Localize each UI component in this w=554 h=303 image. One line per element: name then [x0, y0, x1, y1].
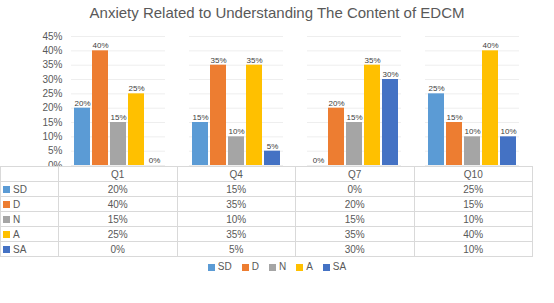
html-text:Anxiety Related to Understandi: Anxiety Related to Understanding The Con…	[89, 4, 465, 21]
html-text:15%: 15%	[107, 213, 128, 225]
html-text:Q10: Q10	[463, 168, 483, 180]
html-text:35%: 35%	[226, 228, 247, 240]
svg-text:45%: 45%	[42, 31, 62, 42]
html-text:35%: 35%	[226, 198, 247, 210]
svg-text:20%: 20%	[328, 99, 344, 108]
svg-text:15%: 15%	[446, 113, 462, 122]
html-text:10%: 10%	[226, 213, 247, 225]
html-text:25%: 25%	[463, 183, 484, 195]
html-text:40%: 40%	[107, 198, 128, 210]
html-text:Q4: Q4	[229, 168, 243, 180]
svg-text:5%: 5%	[48, 145, 63, 156]
html-text:D: D	[251, 261, 259, 272]
html-text:15%: 15%	[344, 213, 365, 225]
html-text:15%: 15%	[226, 183, 247, 195]
html-text:SD: SD	[217, 261, 232, 272]
svg-text:10%: 10%	[42, 131, 62, 142]
svg-text:35%: 35%	[42, 59, 62, 70]
html-text:0%: 0%	[347, 183, 362, 195]
svg-text:30%: 30%	[382, 70, 398, 79]
html-text:15%: 15%	[463, 198, 484, 210]
svg-text:35%: 35%	[210, 56, 226, 65]
svg-text:10%: 10%	[464, 127, 480, 136]
svg-text:0%: 0%	[313, 156, 325, 165]
html-text:20%: 20%	[344, 198, 365, 210]
html-text:35%: 35%	[344, 228, 365, 240]
svg-text:0%: 0%	[48, 160, 63, 166]
svg-text:35%: 35%	[364, 56, 380, 65]
svg-text:10%: 10%	[500, 127, 516, 136]
svg-text:15%: 15%	[110, 113, 126, 122]
html-text:5%: 5%	[229, 243, 244, 255]
html-text:N: N	[13, 213, 21, 225]
html-text:30%: 30%	[344, 243, 365, 255]
html-text:10%: 10%	[463, 243, 484, 255]
svg-text:25%: 25%	[428, 84, 444, 93]
svg-text:30%: 30%	[42, 74, 62, 85]
html-text:20%: 20%	[107, 183, 128, 195]
html-text:Q1: Q1	[111, 168, 125, 180]
svg-text:15%: 15%	[346, 113, 362, 122]
html-text:10%: 10%	[463, 213, 484, 225]
html-text:SD: SD	[13, 183, 27, 195]
svg-text:20%: 20%	[42, 102, 62, 113]
svg-text:35%: 35%	[246, 56, 262, 65]
svg-text:15%: 15%	[192, 113, 208, 122]
svg-text:5%: 5%	[267, 142, 279, 151]
svg-text:25%: 25%	[42, 88, 62, 99]
html-text:SA: SA	[332, 261, 347, 272]
svg-text:40%: 40%	[92, 41, 108, 50]
html-text:A: A	[13, 228, 20, 240]
html-text:A: A	[306, 261, 313, 272]
svg-text:40%: 40%	[482, 41, 498, 50]
svg-text:25%: 25%	[128, 84, 144, 93]
html-text:0%: 0%	[110, 243, 125, 255]
html-text:D: D	[13, 198, 21, 210]
svg-text:20%: 20%	[74, 99, 90, 108]
svg-text:10%: 10%	[228, 127, 244, 136]
html-text:25%: 25%	[107, 228, 128, 240]
html-text:Q7: Q7	[348, 168, 362, 180]
html-text:SA: SA	[13, 243, 27, 255]
svg-text:15%: 15%	[42, 117, 62, 128]
svg-text:40%: 40%	[42, 45, 62, 56]
html-text:N: N	[278, 261, 287, 272]
svg-text:0%: 0%	[149, 156, 161, 165]
html-text:40%: 40%	[463, 228, 484, 240]
